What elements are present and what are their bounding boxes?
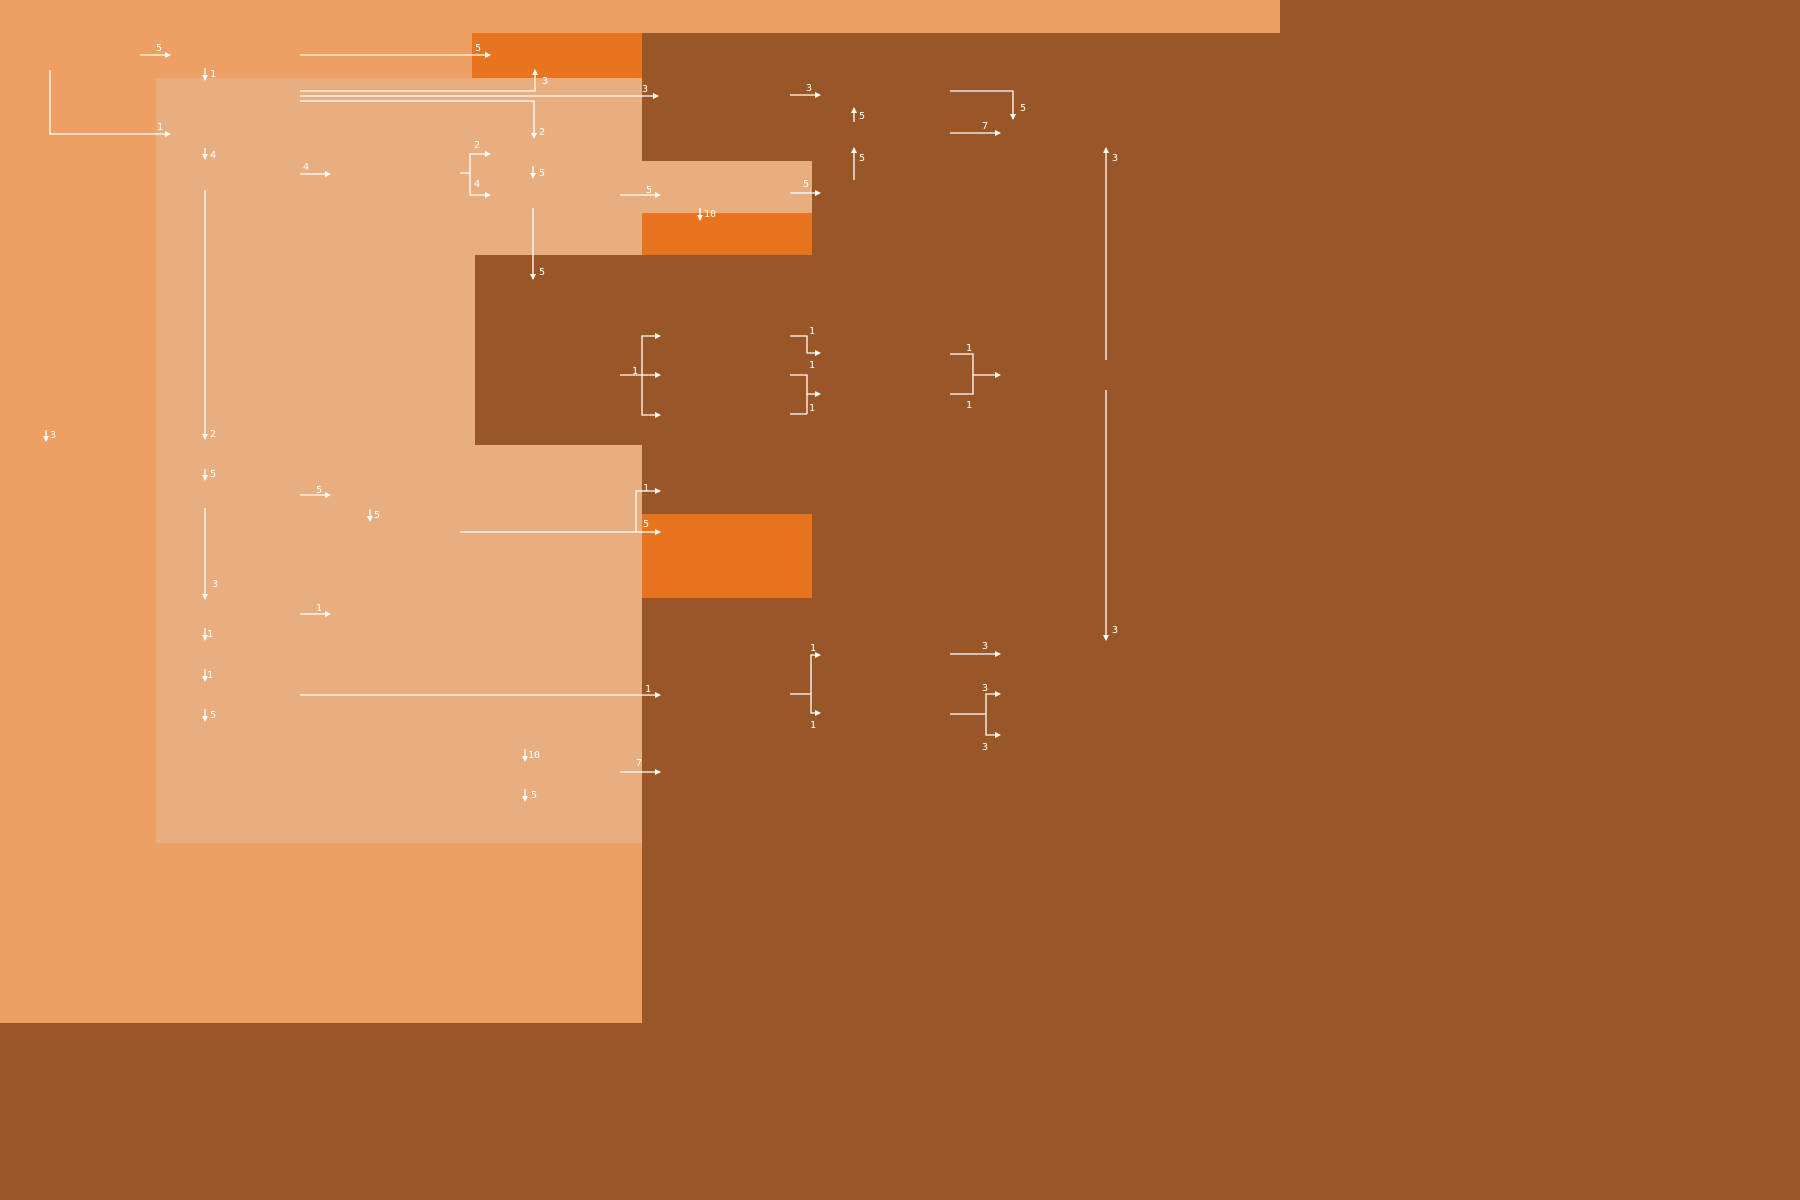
connector [985,714,1001,738]
connectors [43,52,1109,802]
inner-region [156,78,812,843]
connector [460,151,491,174]
edge-label: 3 [542,76,548,87]
edge-label: 5 [316,485,322,496]
edge-label: 7 [982,121,988,132]
edge-label: 2 [210,429,216,440]
edge-label: 1 [210,69,216,80]
highlight-block-lower [642,514,812,598]
edge-label: 5 [475,43,481,54]
edge-label: 1 [809,360,815,371]
edge-label: 1 [966,343,972,354]
edge-label: 1 [316,603,322,614]
connector [620,333,661,376]
edge-label: 3 [982,641,988,652]
edge-label: 1 [157,122,163,133]
edge-label: 3 [982,742,988,753]
edge-label: 1 [966,400,972,411]
connector [950,90,1016,120]
edge-label: 3 [1112,153,1118,164]
edge-label: 4 [303,162,309,173]
edge-label: 5 [643,519,649,530]
edge-label: 5 [374,510,380,521]
edge-label: 5 [1020,103,1026,114]
top-outer-band [0,0,1280,33]
edge-label: 3 [1112,625,1118,636]
connector [790,374,821,397]
labels: 5 5 1 3 3 3 5 5 7 1 2 4 5 4 2 4 5 5 5 10… [50,43,1118,801]
edge-label: 5 [531,790,537,801]
edge-label: 10 [704,209,716,220]
edge-label: 10 [528,750,540,761]
edge-label: 3 [212,579,218,590]
edge-label: 3 [50,430,56,441]
edge-label: 1 [810,720,816,731]
connector [300,100,537,139]
edge-label: 5 [803,179,809,190]
edge-label: 5 [210,710,216,721]
inner-cutout [475,255,642,445]
edge-label: 3 [982,683,988,694]
edge-label: 1 [643,483,649,494]
edge-label: 5 [859,153,865,164]
edge-label: 1 [632,366,638,377]
connector [49,70,171,137]
connector [950,691,1001,715]
edge-label: 5 [210,469,216,480]
edge-label: 1 [809,326,815,337]
edge-label: 4 [474,179,480,190]
edge-label: 5 [539,168,545,179]
edge-label: 7 [636,758,642,769]
edge-label: 1 [207,629,213,640]
edge-label: 1 [207,670,213,681]
edge-label: 1 [810,643,816,654]
edge-label: 3 [806,83,812,94]
edge-label: 5 [646,185,652,196]
edge-label: 5 [859,111,865,122]
connector [950,375,974,395]
connector [300,69,538,92]
connector [950,353,1001,378]
edge-label: 2 [474,140,480,151]
edge-label: 4 [210,150,216,161]
connector [790,652,821,695]
edge-label: 1 [809,403,815,414]
connector [790,335,821,356]
highlight-block-middle [642,213,812,255]
edge-label: 5 [539,267,545,278]
edge-label: 5 [156,43,162,54]
connector [641,375,661,418]
edge-label: 3 [642,84,648,95]
connector [469,173,491,198]
edge-label: 1 [645,684,651,695]
edge-label: 2 [539,127,545,138]
highlight-block-top [472,33,642,78]
connector [810,694,821,716]
connector [460,488,661,533]
